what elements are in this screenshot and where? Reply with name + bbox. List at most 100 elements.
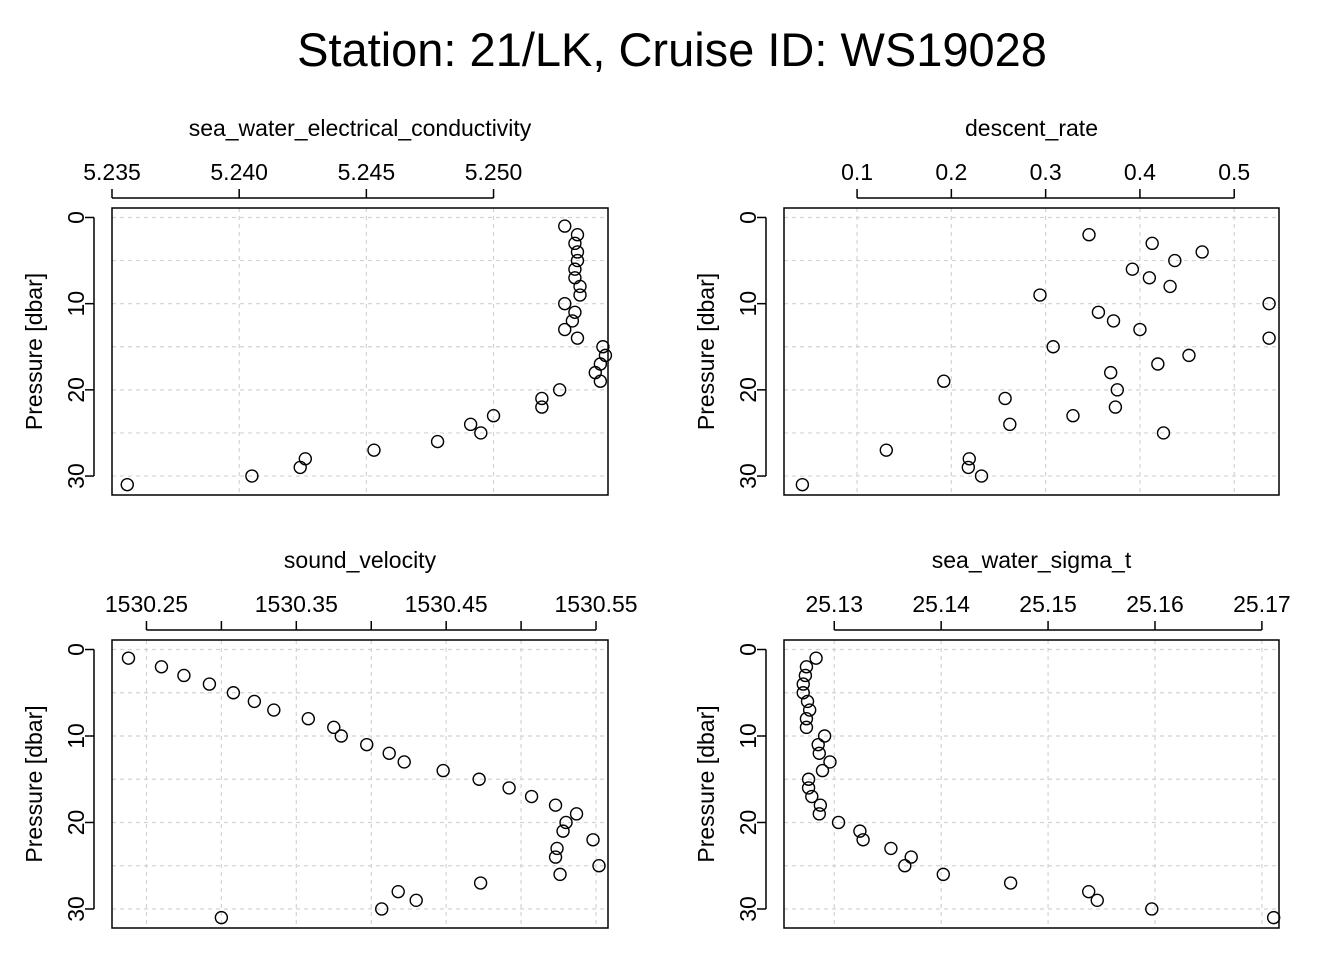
data-point bbox=[568, 236, 582, 251]
x-tick-label: 25.15 bbox=[1019, 591, 1077, 617]
data-point bbox=[1266, 910, 1281, 925]
panel-2: 0.1 0.2 0.3 0.4 0.5 0 10 20 30 descent_rate Pressu… bbox=[693, 115, 1280, 496]
data-point bbox=[593, 374, 608, 388]
data-point bbox=[214, 910, 229, 925]
y-tick-label: 30 bbox=[735, 896, 761, 922]
data-point bbox=[961, 460, 976, 475]
data-point bbox=[556, 824, 570, 838]
data-point bbox=[535, 391, 549, 406]
data-point bbox=[568, 305, 582, 319]
data-point bbox=[598, 348, 613, 363]
data-point bbox=[853, 824, 867, 838]
data-point bbox=[502, 781, 516, 795]
data-point bbox=[856, 833, 870, 847]
data-point bbox=[799, 720, 814, 735]
data-point bbox=[796, 686, 810, 700]
x-tick-label: 5.245 bbox=[338, 159, 396, 185]
data-point bbox=[570, 253, 585, 268]
y-tick-label: 30 bbox=[63, 896, 89, 922]
y-tick-label: 30 bbox=[63, 463, 89, 489]
data-point bbox=[247, 694, 262, 709]
x-tick-label: 0.2 bbox=[935, 159, 967, 185]
data-point bbox=[245, 469, 259, 483]
data-point bbox=[570, 245, 585, 259]
data-point bbox=[809, 651, 823, 665]
y-axis-label: Pressure [dbar] bbox=[21, 273, 47, 430]
plot-frame bbox=[111, 207, 609, 496]
data-point bbox=[998, 391, 1012, 406]
data-point bbox=[974, 469, 989, 483]
data-point bbox=[1145, 236, 1159, 251]
y-axis-label: Pressure [dbar] bbox=[21, 705, 47, 862]
data-point bbox=[327, 720, 341, 735]
data-point bbox=[154, 660, 169, 674]
x-tick-label: 5.235 bbox=[83, 159, 141, 185]
data-point bbox=[936, 867, 950, 882]
data-point bbox=[298, 452, 313, 466]
data-point bbox=[1082, 228, 1096, 242]
x-tick-label: 1530.25 bbox=[105, 591, 188, 617]
data-point bbox=[823, 755, 837, 769]
data-point bbox=[593, 357, 608, 371]
data-point bbox=[569, 807, 584, 821]
data-point bbox=[796, 677, 810, 691]
data-point bbox=[1003, 876, 1018, 890]
data-point bbox=[879, 443, 893, 457]
data-point bbox=[1081, 884, 1096, 899]
data-point bbox=[1106, 314, 1121, 328]
data-point bbox=[799, 660, 814, 674]
data-point bbox=[1163, 279, 1177, 294]
x-tick-label: 0.1 bbox=[841, 159, 873, 185]
data-point bbox=[391, 884, 405, 899]
data-point bbox=[1090, 893, 1104, 908]
data-point bbox=[884, 841, 898, 856]
data-point bbox=[573, 279, 587, 294]
data-point bbox=[573, 288, 587, 302]
y-axis-label: Pressure [dbar] bbox=[693, 705, 719, 862]
data-point bbox=[937, 374, 951, 388]
data-point bbox=[550, 841, 564, 856]
x-tick-label: 1530.35 bbox=[255, 591, 338, 617]
data-point bbox=[1125, 262, 1140, 276]
data-point bbox=[1046, 340, 1060, 354]
data-point bbox=[815, 763, 830, 778]
data-point bbox=[898, 859, 912, 873]
x-tick-label: 0.3 bbox=[1030, 159, 1062, 185]
data-point bbox=[568, 271, 582, 285]
plot-frame bbox=[783, 639, 1280, 929]
plot-frame bbox=[783, 207, 1280, 496]
panel-title: sound_velocity bbox=[284, 547, 437, 573]
data-point bbox=[202, 677, 217, 691]
y-tick-label: 20 bbox=[63, 377, 89, 403]
plot-frame bbox=[111, 639, 609, 929]
data-point bbox=[801, 781, 816, 795]
y-tick-label: 20 bbox=[735, 810, 761, 836]
y-tick-label: 10 bbox=[735, 723, 761, 749]
x-tick-label: 5.250 bbox=[465, 159, 523, 185]
data-point bbox=[463, 417, 478, 432]
x-tick-label: 25.13 bbox=[805, 591, 863, 617]
data-point bbox=[811, 737, 825, 752]
y-tick-label: 0 bbox=[735, 211, 761, 224]
y-tick-label: 10 bbox=[735, 291, 761, 317]
data-point bbox=[334, 729, 348, 743]
x-tick-label: 5.240 bbox=[210, 159, 268, 185]
data-point bbox=[1003, 417, 1017, 432]
data-point bbox=[586, 833, 600, 847]
data-point bbox=[795, 477, 810, 492]
data-point bbox=[1103, 365, 1118, 380]
data-point bbox=[1110, 383, 1125, 397]
y-tick-label: 0 bbox=[63, 211, 89, 224]
data-point bbox=[558, 322, 572, 337]
data-point bbox=[1151, 357, 1165, 371]
data-point bbox=[120, 477, 134, 492]
data-point bbox=[375, 902, 389, 916]
data-point bbox=[570, 228, 585, 242]
data-point bbox=[596, 340, 610, 354]
data-point bbox=[805, 789, 819, 804]
panel-title: descent_rate bbox=[965, 115, 1098, 141]
data-point bbox=[1066, 409, 1080, 423]
data-point bbox=[559, 815, 573, 830]
data-point bbox=[799, 712, 814, 726]
